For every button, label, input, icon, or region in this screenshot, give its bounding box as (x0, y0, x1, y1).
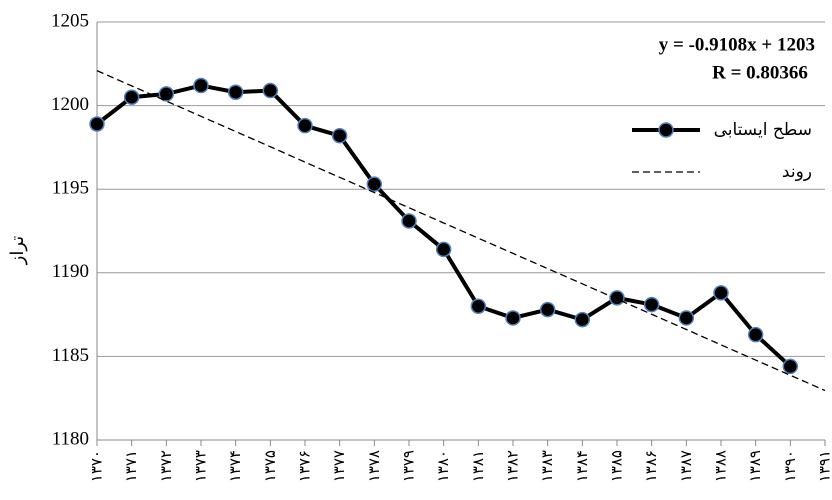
equation: y = -0.9108x + 1203 (659, 34, 815, 55)
x-tick-label: ۱۳۸۵ (608, 450, 626, 482)
y-tick-label: 1200 (51, 94, 89, 115)
x-tick-label: ۱۳۸۶ (642, 450, 660, 482)
x-tick-label: ۱۳۷۹ (400, 450, 418, 482)
marker (678, 310, 695, 326)
x-tick-label: ۱۳۸۸ (712, 450, 730, 482)
marker (609, 290, 625, 306)
x-tick-label: ۱۳۸۴ (573, 450, 591, 482)
y-tick-label: 1195 (52, 178, 89, 199)
marker (193, 77, 209, 94)
x-tick-label: ۱۳۹۰ (781, 450, 799, 482)
x-tick-label: ۱۳۷۱ (122, 450, 140, 482)
x-tick-label: ۱۳۷۶ (296, 450, 314, 482)
x-tick-label: ۱۳۷۰ (88, 450, 106, 482)
marker (401, 213, 417, 229)
marker (158, 86, 175, 102)
y-axis-label: تراز (7, 236, 28, 266)
x-tick-label: ۱۳۷۷ (330, 450, 348, 482)
marker (539, 301, 556, 318)
marker (505, 310, 521, 326)
marker (470, 298, 487, 314)
marker (574, 311, 591, 328)
y-tick-label: 1190 (52, 261, 89, 282)
y-tick-label: 1205 (51, 10, 89, 31)
legend-marker (658, 122, 674, 138)
x-tick-label: ۱۳۷۳ (192, 450, 210, 482)
r-value: R = 0.80366 (712, 62, 808, 83)
marker (713, 285, 729, 301)
marker (747, 326, 764, 343)
marker (123, 89, 140, 105)
x-tick-label: ۱۳۸۹ (746, 450, 764, 482)
marker (262, 82, 279, 99)
legend-label: سطح ایستابی (714, 120, 812, 140)
x-tick-label: ۱۳۷۸ (365, 450, 383, 482)
marker (89, 116, 105, 132)
marker (297, 117, 313, 134)
x-tick-label: ۱۳۸۰ (434, 450, 452, 482)
y-tick-label: 1185 (52, 345, 89, 366)
legend-label: روند (782, 162, 812, 182)
x-tick-label: ۱۳۸۳ (538, 450, 556, 482)
x-tick-label: ۱۳۷۵ (261, 450, 279, 482)
marker (782, 358, 799, 375)
marker (435, 241, 452, 258)
marker (366, 176, 383, 192)
y-tick-label: 1180 (52, 428, 89, 449)
x-tick-label: ۱۳۸۷ (677, 450, 695, 482)
x-tick-label: ۱۳۸۱ (469, 450, 487, 482)
x-tick-label: ۱۳۹۱ (816, 450, 832, 482)
marker (227, 84, 244, 100)
x-tick-label: ۱۳۷۲ (157, 450, 175, 482)
x-tick-label: ۱۳۷۴ (226, 450, 244, 482)
x-tick-label: ۱۳۸۲ (504, 450, 522, 482)
marker (331, 127, 348, 144)
trend-line (96, 70, 826, 392)
marker (643, 296, 660, 313)
